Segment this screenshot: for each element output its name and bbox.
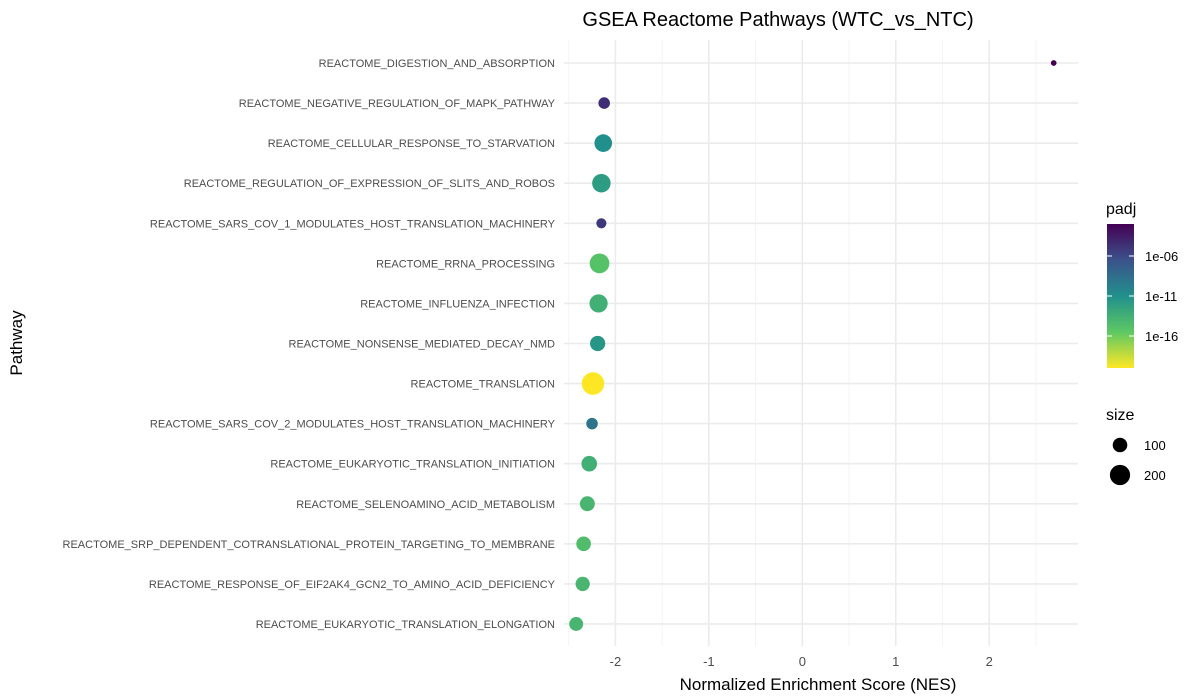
x-tick-label: 0 [799, 654, 806, 669]
y-tick-label: REACTOME_SARS_COV_2_MODULATES_HOST_TRANS… [150, 419, 556, 431]
x-tick-label: -2 [610, 654, 622, 669]
data-point [589, 294, 608, 313]
size-legend: size 100 200 [1106, 407, 1166, 486]
y-tick-label: REACTOME_RESPONSE_OF_EIF2AK4_GCN2_TO_AMI… [149, 579, 556, 591]
x-tick-label: 1 [892, 654, 899, 669]
data-point [569, 617, 584, 631]
data-point [596, 218, 607, 229]
data-point [581, 372, 605, 395]
grid-lines [564, 40, 1078, 646]
y-tick-label: REACTOME_NONSENSE_MEDIATED_DECAY_NMD [289, 338, 556, 350]
y-tick-label: REACTOME_SARS_COV_1_MODULATES_HOST_TRANS… [150, 218, 556, 230]
data-point [598, 97, 610, 109]
data-point [576, 536, 591, 552]
chart-title: GSEA Reactome Pathways (WTC_vs_NTC) [582, 9, 973, 31]
y-tick-label: REACTOME_TRANSLATION [411, 379, 556, 391]
size-legend-key [1112, 437, 1128, 453]
y-tick-label: REACTOME_SRP_DEPENDENT_COTRANSLATIONAL_P… [63, 539, 555, 551]
x-axis-title: Normalized Enrichment Score (NES) [680, 675, 957, 694]
y-tick-label: REACTOME_EUKARYOTIC_TRANSLATION_INITIATI… [270, 459, 555, 471]
x-tick-label: 2 [986, 654, 993, 669]
y-tick-label: REACTOME_SELENOAMINO_ACID_METABOLISM [296, 499, 555, 511]
colorbar-tick-label: 1e-11 [1145, 289, 1177, 304]
size-legend-label: 200 [1144, 468, 1166, 483]
padj-colorbar-ticks: 1e-06 1e-11 1e-16 [1107, 249, 1178, 344]
data-point [592, 173, 611, 193]
colorbar-tick-label: 1e-06 [1145, 249, 1178, 264]
y-tick-label: REACTOME_DIGESTION_AND_ABSORPTION [319, 58, 555, 70]
y-tick-label: REACTOME_CELLULAR_RESPONSE_TO_STARVATION [268, 138, 555, 150]
y-tick-label: REACTOME_NEGATIVE_REGULATION_OF_MAPK_PAT… [239, 98, 556, 110]
size-legend-label: 100 [1144, 438, 1166, 453]
data-point [575, 576, 590, 592]
x-axis-tick-labels: -2 -1 0 1 2 [610, 654, 993, 669]
y-tick-label: REACTOME_INFLUENZA_INFECTION [360, 298, 555, 310]
colorbar-tick-label: 1e-16 [1145, 329, 1178, 344]
padj-color-legend: padj 1e-06 1e-11 1e-16 [1106, 201, 1178, 368]
data-point [579, 496, 595, 512]
y-tick-label: REACTOME_EUKARYOTIC_TRANSLATION_ELONGATI… [256, 619, 555, 631]
padj-legend-title: padj [1106, 201, 1136, 218]
x-tick-label: -1 [703, 654, 715, 669]
size-legend-title: size [1106, 407, 1135, 424]
data-points [569, 60, 1057, 631]
y-axis-tick-labels: REACTOME_DIGESTION_AND_ABSORPTION REACTOM… [63, 58, 556, 631]
size-legend-key [1109, 464, 1131, 486]
plot-panel [564, 40, 1078, 646]
data-point [581, 455, 598, 472]
y-axis-title: Pathway [7, 310, 26, 376]
data-point [590, 335, 606, 352]
data-point [589, 253, 610, 274]
size-legend-keys: 100 200 [1109, 437, 1166, 486]
y-tick-label: REACTOME_RRNA_PROCESSING [376, 258, 555, 270]
y-tick-label: REACTOME_REGULATION_OF_EXPRESSION_OF_SLI… [184, 178, 555, 190]
data-point [1050, 60, 1057, 66]
data-point [594, 134, 613, 152]
data-point [586, 417, 598, 430]
